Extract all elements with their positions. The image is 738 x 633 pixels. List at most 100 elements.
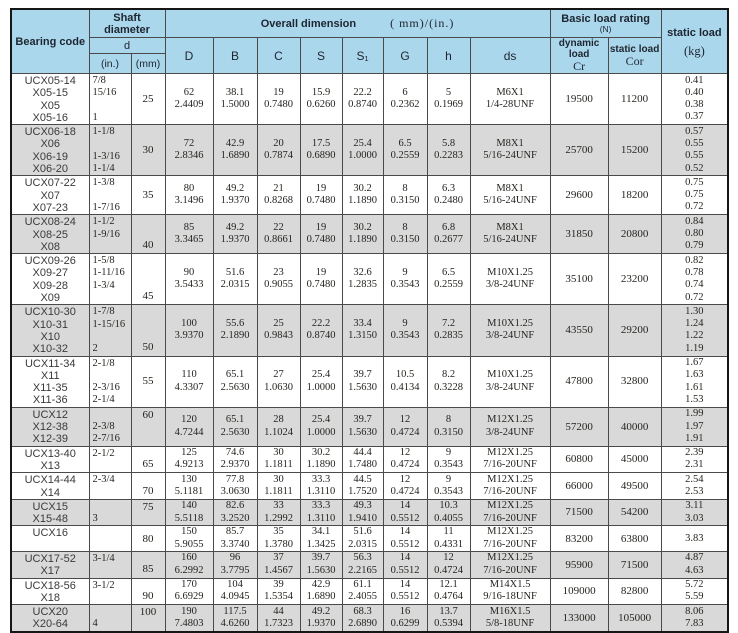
dim-h-cell: 5 0.1969: [426, 72, 471, 126]
dim-h-cell: 8 0.3150: [426, 406, 471, 447]
dim-C-cell: 28 1.1024: [256, 406, 301, 447]
shaft-in-cell: 4: [88, 604, 132, 633]
dim-S1-cell: 49.3 1.9410: [341, 498, 384, 527]
bearing-code-cell: UCX20 X20-64: [10, 604, 90, 633]
load-cor-cell: 71500: [607, 550, 662, 579]
table-row: UCX15 X15-48 3 75 140 5.5118 82.6 3.2520…: [10, 498, 729, 527]
dim-G-cell: 12 0.4724: [382, 472, 428, 500]
table-row: UCX13-40 X13 2-1/2 65 125 4.9213 74.6 2.…: [10, 445, 729, 474]
dim-ds-cell: M16X1.5 5/8-18UNF: [469, 604, 551, 633]
dim-B-cell: 74.6 2.9370: [212, 445, 258, 474]
weight-cell: 8.06 7.83: [660, 604, 729, 633]
dim-S1-cell: 32.6 1.2835: [341, 253, 384, 306]
dim-S1-cell: 33.4 1.3150: [341, 304, 384, 357]
shaft-mm-cell: 100: [130, 604, 166, 633]
dim-ds-cell: M12X1.25 3/8-24UNF: [469, 406, 551, 447]
load-cr-cell: 25700: [549, 124, 609, 177]
dim-S-cell: 33.3 1.3110: [299, 498, 343, 527]
bearing-code-cell: UCX06-18 X06 X06-19 X06-20: [10, 124, 90, 177]
dim-G-cell: 9 0.3543: [382, 253, 428, 306]
weight-cell: 0.75 0.75 0.72: [660, 175, 729, 216]
overall-dimension-units: ( mm)/(in.): [390, 16, 455, 30]
dim-S-cell: 15.9 0.6260: [299, 72, 343, 126]
load-cor-cell: 15200: [607, 124, 662, 177]
dim-G-cell: 14 0.5512: [382, 525, 428, 552]
dim-S1-cell: 51.6 2.0315: [341, 525, 384, 552]
dim-D-cell: 72 2.8346: [164, 124, 214, 177]
dim-D-cell: 160 6.2992: [164, 550, 214, 579]
dim-S1-cell: 61.1 2.4055: [341, 577, 384, 606]
dim-h-cell: 9 0.3543: [426, 445, 471, 474]
dim-h-cell: 9 0.3543: [426, 472, 471, 500]
shaft-in-cell: 2-1/2: [88, 445, 132, 474]
dim-B-cell: 49.2 1.9370: [212, 175, 258, 216]
dim-D-cell: 130 5.1181: [164, 472, 214, 500]
table-row: UCX12 X12-38 X12-39 2-3/8 2-7/16 60 120 …: [10, 406, 729, 447]
bearing-code-cell: UCX07-22 X07 X07-23: [10, 175, 90, 216]
load-cr-cell: 133000: [549, 604, 609, 633]
dim-B-cell: 117.5 4.6260: [212, 604, 258, 633]
dim-C-cell: 27 1.0630: [256, 355, 301, 408]
dim-S-cell: 42.9 1.6890: [299, 577, 343, 606]
dim-B-cell: 77.8 3.0630: [212, 472, 258, 500]
load-cor-cell: 18200: [607, 175, 662, 216]
header-dim-D: D: [164, 37, 214, 74]
load-cr-cell: 60800: [549, 445, 609, 474]
header-dim-C: C: [256, 37, 301, 74]
shaft-mm-cell: 90: [130, 577, 166, 606]
table-row: UCX16 80 150 5.9055 85.7 3.3740 35 1.378…: [10, 525, 729, 552]
cor-symbol: Cor: [625, 53, 644, 68]
load-cor-cell: 20800: [607, 214, 662, 255]
header-basic-load-rating: Basic load rating (N): [549, 8, 662, 38]
dim-G-cell: 8 0.3150: [382, 214, 428, 255]
basic-load-rating-label: Basic load rating: [561, 13, 650, 25]
weight-cell: 5.72 5.59: [660, 577, 729, 606]
dim-h-cell: 8.2 0.3228: [426, 355, 471, 408]
dim-G-cell: 6.5 0.2559: [382, 124, 428, 177]
table-row: UCX17-52 X17 3-1/4 85 160 6.2992 96 3.77…: [10, 550, 729, 579]
dim-S-cell: 49.2 1.9370: [299, 604, 343, 633]
bearing-code-cell: UCX09-26 X09-27 X09-28 X09: [10, 253, 90, 306]
load-cor-cell: 63800: [607, 525, 662, 552]
bearing-code-cell: UCX05-14 X05-15 X05 X05-16: [10, 72, 90, 126]
header-dim-h: h: [426, 37, 471, 74]
dim-B-cell: 85.7 3.3740: [212, 525, 258, 552]
dim-ds-cell: M12X1.25 7/16-20UNF: [469, 498, 551, 527]
dim-C-cell: 39 1.5354: [256, 577, 301, 606]
overall-dimension-label: Overall dimension: [260, 18, 357, 30]
static-load-kg-label: static load: [667, 26, 722, 39]
load-cor-cell: 40000: [607, 406, 662, 447]
dim-h-cell: 11 0.4331: [426, 525, 471, 552]
bearing-code-cell: UCX10-30 X10-31 X10 X10-32: [10, 304, 90, 357]
bearing-code-cell: UCX18-56 X18: [10, 577, 90, 606]
load-cr-cell: 35100: [549, 253, 609, 306]
load-cr-cell: 31850: [549, 214, 609, 255]
bearing-code-cell: UCX08-24 X08-25 X08: [10, 214, 90, 255]
dim-h-cell: 6.8 0.2677: [426, 214, 471, 255]
shaft-mm-cell: 40: [130, 214, 166, 255]
dim-D-cell: 85 3.3465: [164, 214, 214, 255]
dim-S1-cell: 68.3 2.6890: [341, 604, 384, 633]
shaft-in-cell: 1-1/8 1-3/16 1-1/4: [88, 124, 132, 177]
header-shaft-diameter: Shaft diameter: [88, 8, 166, 38]
dim-S-cell: 34.1 1.3425: [299, 525, 343, 552]
dim-ds-cell: M6X1 1/4-28UNF: [469, 72, 551, 126]
table-row: UCX18-56 X18 3-1/2 90 170 6.6929 104 4.0…: [10, 577, 729, 606]
dim-ds-cell: M12X1.25 7/16-20UNF: [469, 525, 551, 552]
dim-S-cell: 25.4 1.0000: [299, 355, 343, 408]
table-row: UCX07-22 X07 X07-23 1-3/8 1-7/16 35 80 3…: [10, 175, 729, 216]
dim-B-cell: 82.6 3.2520: [212, 498, 258, 527]
header-static-load-cor: static load Cor: [607, 37, 662, 74]
dim-C-cell: 23 0.9055: [256, 253, 301, 306]
dim-G-cell: 14 0.5512: [382, 577, 428, 606]
dim-G-cell: 10.5 0.4134: [382, 355, 428, 408]
dim-ds-cell: M14X1.5 9/16-18UNF: [469, 577, 551, 606]
dim-B-cell: 65.1 2.5630: [212, 406, 258, 447]
dim-G-cell: 14 0.5512: [382, 550, 428, 579]
dim-S-cell: 30.2 1.1890: [299, 445, 343, 474]
bearing-code-cell: UCX16: [10, 525, 90, 552]
header-dim-S: S: [299, 37, 343, 74]
load-cr-cell: 47800: [549, 355, 609, 408]
table-row: UCX20 X20-64 4 100 190 7.4803 117.5 4.62…: [10, 604, 729, 633]
